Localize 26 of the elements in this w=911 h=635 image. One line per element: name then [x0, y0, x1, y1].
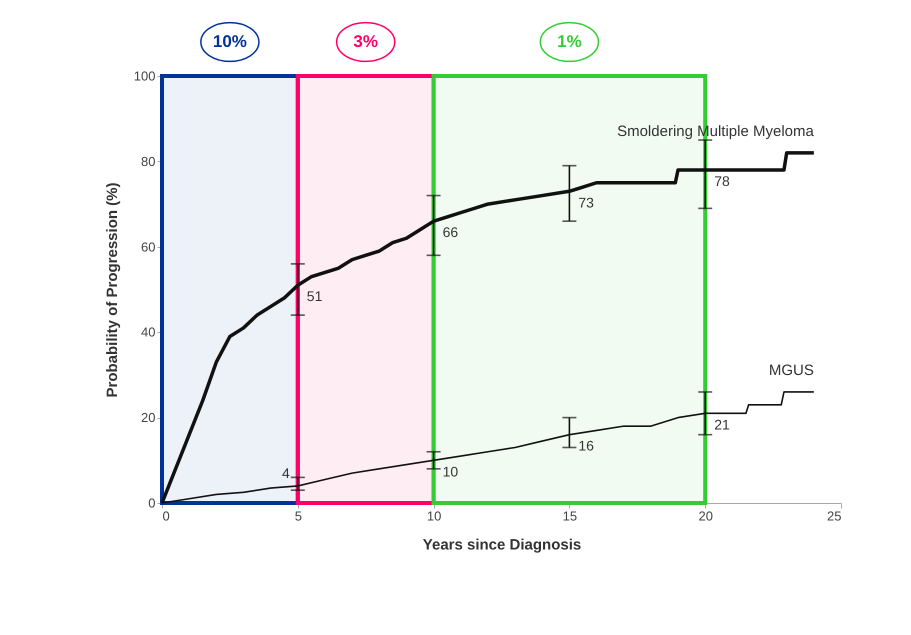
y-tick-label: 100: [134, 68, 156, 84]
data-label: 10: [442, 463, 458, 480]
data-label: 51: [306, 288, 323, 304]
band-label: 1%: [557, 32, 582, 51]
x-tick-label: 20: [698, 508, 713, 524]
y-tick-label: 60: [141, 239, 156, 254]
x-axis-title: Years since Diagnosis: [422, 536, 582, 554]
data-label: 16: [578, 438, 594, 454]
y-axis-title: Probability of Progression (%): [104, 182, 121, 398]
data-label: 21: [714, 416, 730, 432]
data-label: 4: [282, 464, 290, 481]
series-label: MGUS: [768, 362, 814, 379]
y-tick-label: 80: [141, 154, 156, 169]
x-tick-label: 15: [562, 508, 578, 524]
y-tick-label: 20: [141, 410, 156, 426]
x-tick-label: 25: [827, 508, 842, 524]
x-tick-label: 0: [162, 508, 170, 524]
data-label: 78: [714, 172, 730, 189]
data-label: 66: [442, 224, 458, 240]
x-tick-label: 5: [294, 508, 302, 524]
band-label: 3%: [353, 32, 378, 51]
x-tick-label: 10: [426, 508, 442, 524]
data-label: 73: [578, 194, 594, 210]
y-tick-label: 40: [141, 324, 156, 340]
y-tick-label: 0: [148, 496, 156, 510]
band-label: 10%: [212, 32, 247, 51]
